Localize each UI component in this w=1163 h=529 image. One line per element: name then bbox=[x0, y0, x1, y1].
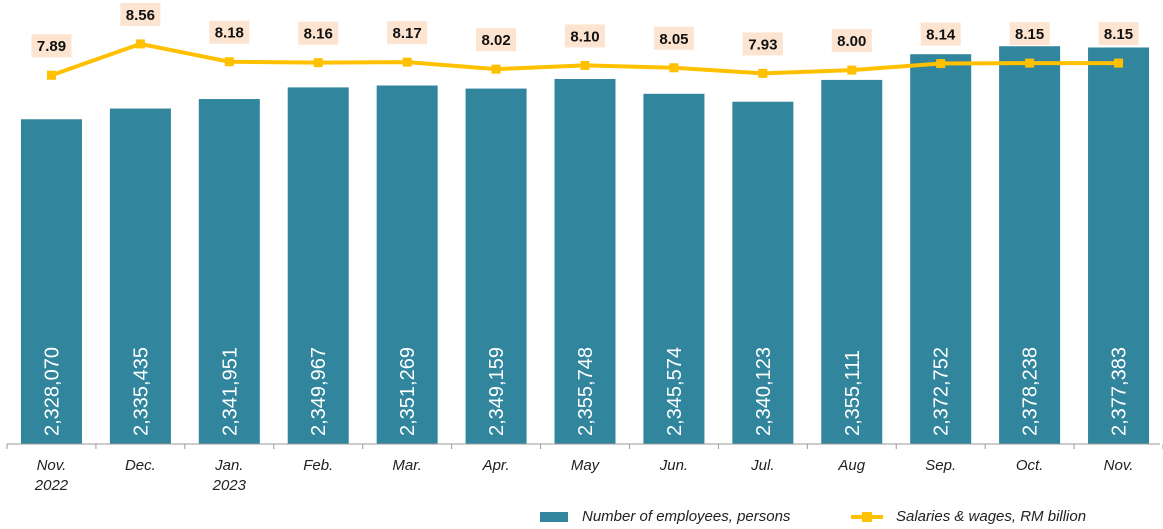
line-marker bbox=[669, 63, 679, 73]
legend-swatch bbox=[862, 512, 872, 522]
line-marker bbox=[758, 68, 768, 78]
bar-value-label: 2,378,238 bbox=[1020, 347, 1042, 436]
legend-label: Salaries & wages, RM billion bbox=[896, 508, 1087, 525]
x-tick-label: May bbox=[570, 457, 600, 474]
line-marker bbox=[135, 39, 145, 49]
line-value-label: 8.05 bbox=[659, 31, 688, 48]
x-tick-label: Nov. 2022 bbox=[34, 457, 69, 494]
bar-value-label: 2,335,435 bbox=[130, 347, 152, 436]
x-tick-label: Aug bbox=[838, 457, 866, 474]
value-label-box bbox=[476, 28, 517, 52]
legend-label: Number of employees, persons bbox=[582, 508, 791, 525]
bar-value-label: 2,372,752 bbox=[931, 347, 953, 436]
x-tick-label: Oct. bbox=[1015, 457, 1044, 474]
bar-value-label: 2,349,159 bbox=[486, 347, 508, 436]
bar bbox=[732, 101, 794, 444]
x-tick-label: Nov. bbox=[1103, 457, 1134, 474]
x-tick-label: Apr. bbox=[482, 457, 510, 474]
value-label-box bbox=[387, 21, 428, 45]
x-tick-label: Sep. bbox=[925, 457, 957, 474]
line-value-label: 8.02 bbox=[481, 32, 510, 49]
value-label-box bbox=[920, 22, 961, 46]
line-marker bbox=[1114, 58, 1124, 68]
bar bbox=[643, 93, 705, 444]
x-tick-label: Jul. bbox=[751, 457, 775, 474]
value-label-box bbox=[1009, 22, 1050, 46]
bar bbox=[287, 87, 349, 444]
bar bbox=[376, 85, 438, 444]
line-value-label: 8.17 bbox=[393, 25, 422, 42]
line-value-label: 8.16 bbox=[304, 26, 333, 43]
value-label-box bbox=[831, 29, 872, 53]
line-marker bbox=[313, 58, 323, 68]
bar bbox=[1088, 47, 1150, 444]
x-tick-label: Feb. bbox=[303, 457, 334, 474]
line-marker bbox=[1025, 58, 1035, 68]
line-marker bbox=[580, 60, 590, 70]
value-label-box bbox=[298, 21, 339, 45]
line-value-label: 8.18 bbox=[215, 25, 244, 42]
line-marker bbox=[402, 57, 412, 67]
value-label-box bbox=[653, 26, 694, 50]
bar bbox=[910, 54, 972, 444]
line-marker bbox=[224, 57, 234, 67]
x-tick-label: Jan. 2023 bbox=[212, 457, 246, 494]
value-label-box bbox=[1098, 22, 1139, 46]
bar bbox=[20, 119, 82, 445]
line-value-label: 8.10 bbox=[570, 28, 599, 45]
line-marker bbox=[936, 59, 946, 69]
line-marker bbox=[46, 70, 56, 80]
bar-value-label: 2,328,070 bbox=[41, 347, 63, 436]
bar-value-label: 2,351,269 bbox=[397, 347, 419, 436]
line-value-label: 8.00 bbox=[837, 33, 866, 50]
legend-swatch bbox=[540, 512, 568, 522]
bar-value-label: 2,355,111 bbox=[842, 350, 864, 436]
line-value-label: 7.93 bbox=[748, 36, 777, 53]
line-value-label: 8.15 bbox=[1104, 26, 1133, 43]
line-marker bbox=[847, 65, 857, 75]
value-label-box bbox=[565, 24, 605, 48]
bar bbox=[109, 108, 171, 444]
bar-value-label: 2,341,951 bbox=[219, 347, 241, 436]
x-tick-label: Mar. bbox=[392, 457, 422, 474]
value-label-box bbox=[120, 2, 161, 26]
value-label-box bbox=[209, 20, 250, 44]
line-value-label: 8.14 bbox=[926, 27, 956, 44]
bar bbox=[821, 79, 883, 444]
bar-value-label: 2,345,574 bbox=[664, 347, 686, 436]
bar bbox=[554, 78, 616, 444]
x-tick-label: Jun. bbox=[659, 457, 689, 474]
bar-value-label: 2,377,383 bbox=[1109, 347, 1131, 436]
bar bbox=[198, 99, 260, 444]
value-label-box bbox=[31, 34, 72, 58]
line-value-label: 7.89 bbox=[37, 38, 66, 55]
bar-value-label: 2,355,748 bbox=[575, 347, 597, 436]
bar-value-label: 2,340,123 bbox=[753, 347, 775, 436]
line-marker bbox=[491, 64, 501, 74]
bar bbox=[999, 46, 1061, 444]
x-tick-label: Dec. bbox=[124, 457, 156, 474]
bar bbox=[465, 88, 527, 444]
line-value-label: 8.15 bbox=[1015, 26, 1044, 43]
line-value-label: 8.56 bbox=[126, 7, 155, 24]
value-label-box bbox=[742, 32, 783, 56]
bar-value-label: 2,349,967 bbox=[308, 347, 330, 436]
